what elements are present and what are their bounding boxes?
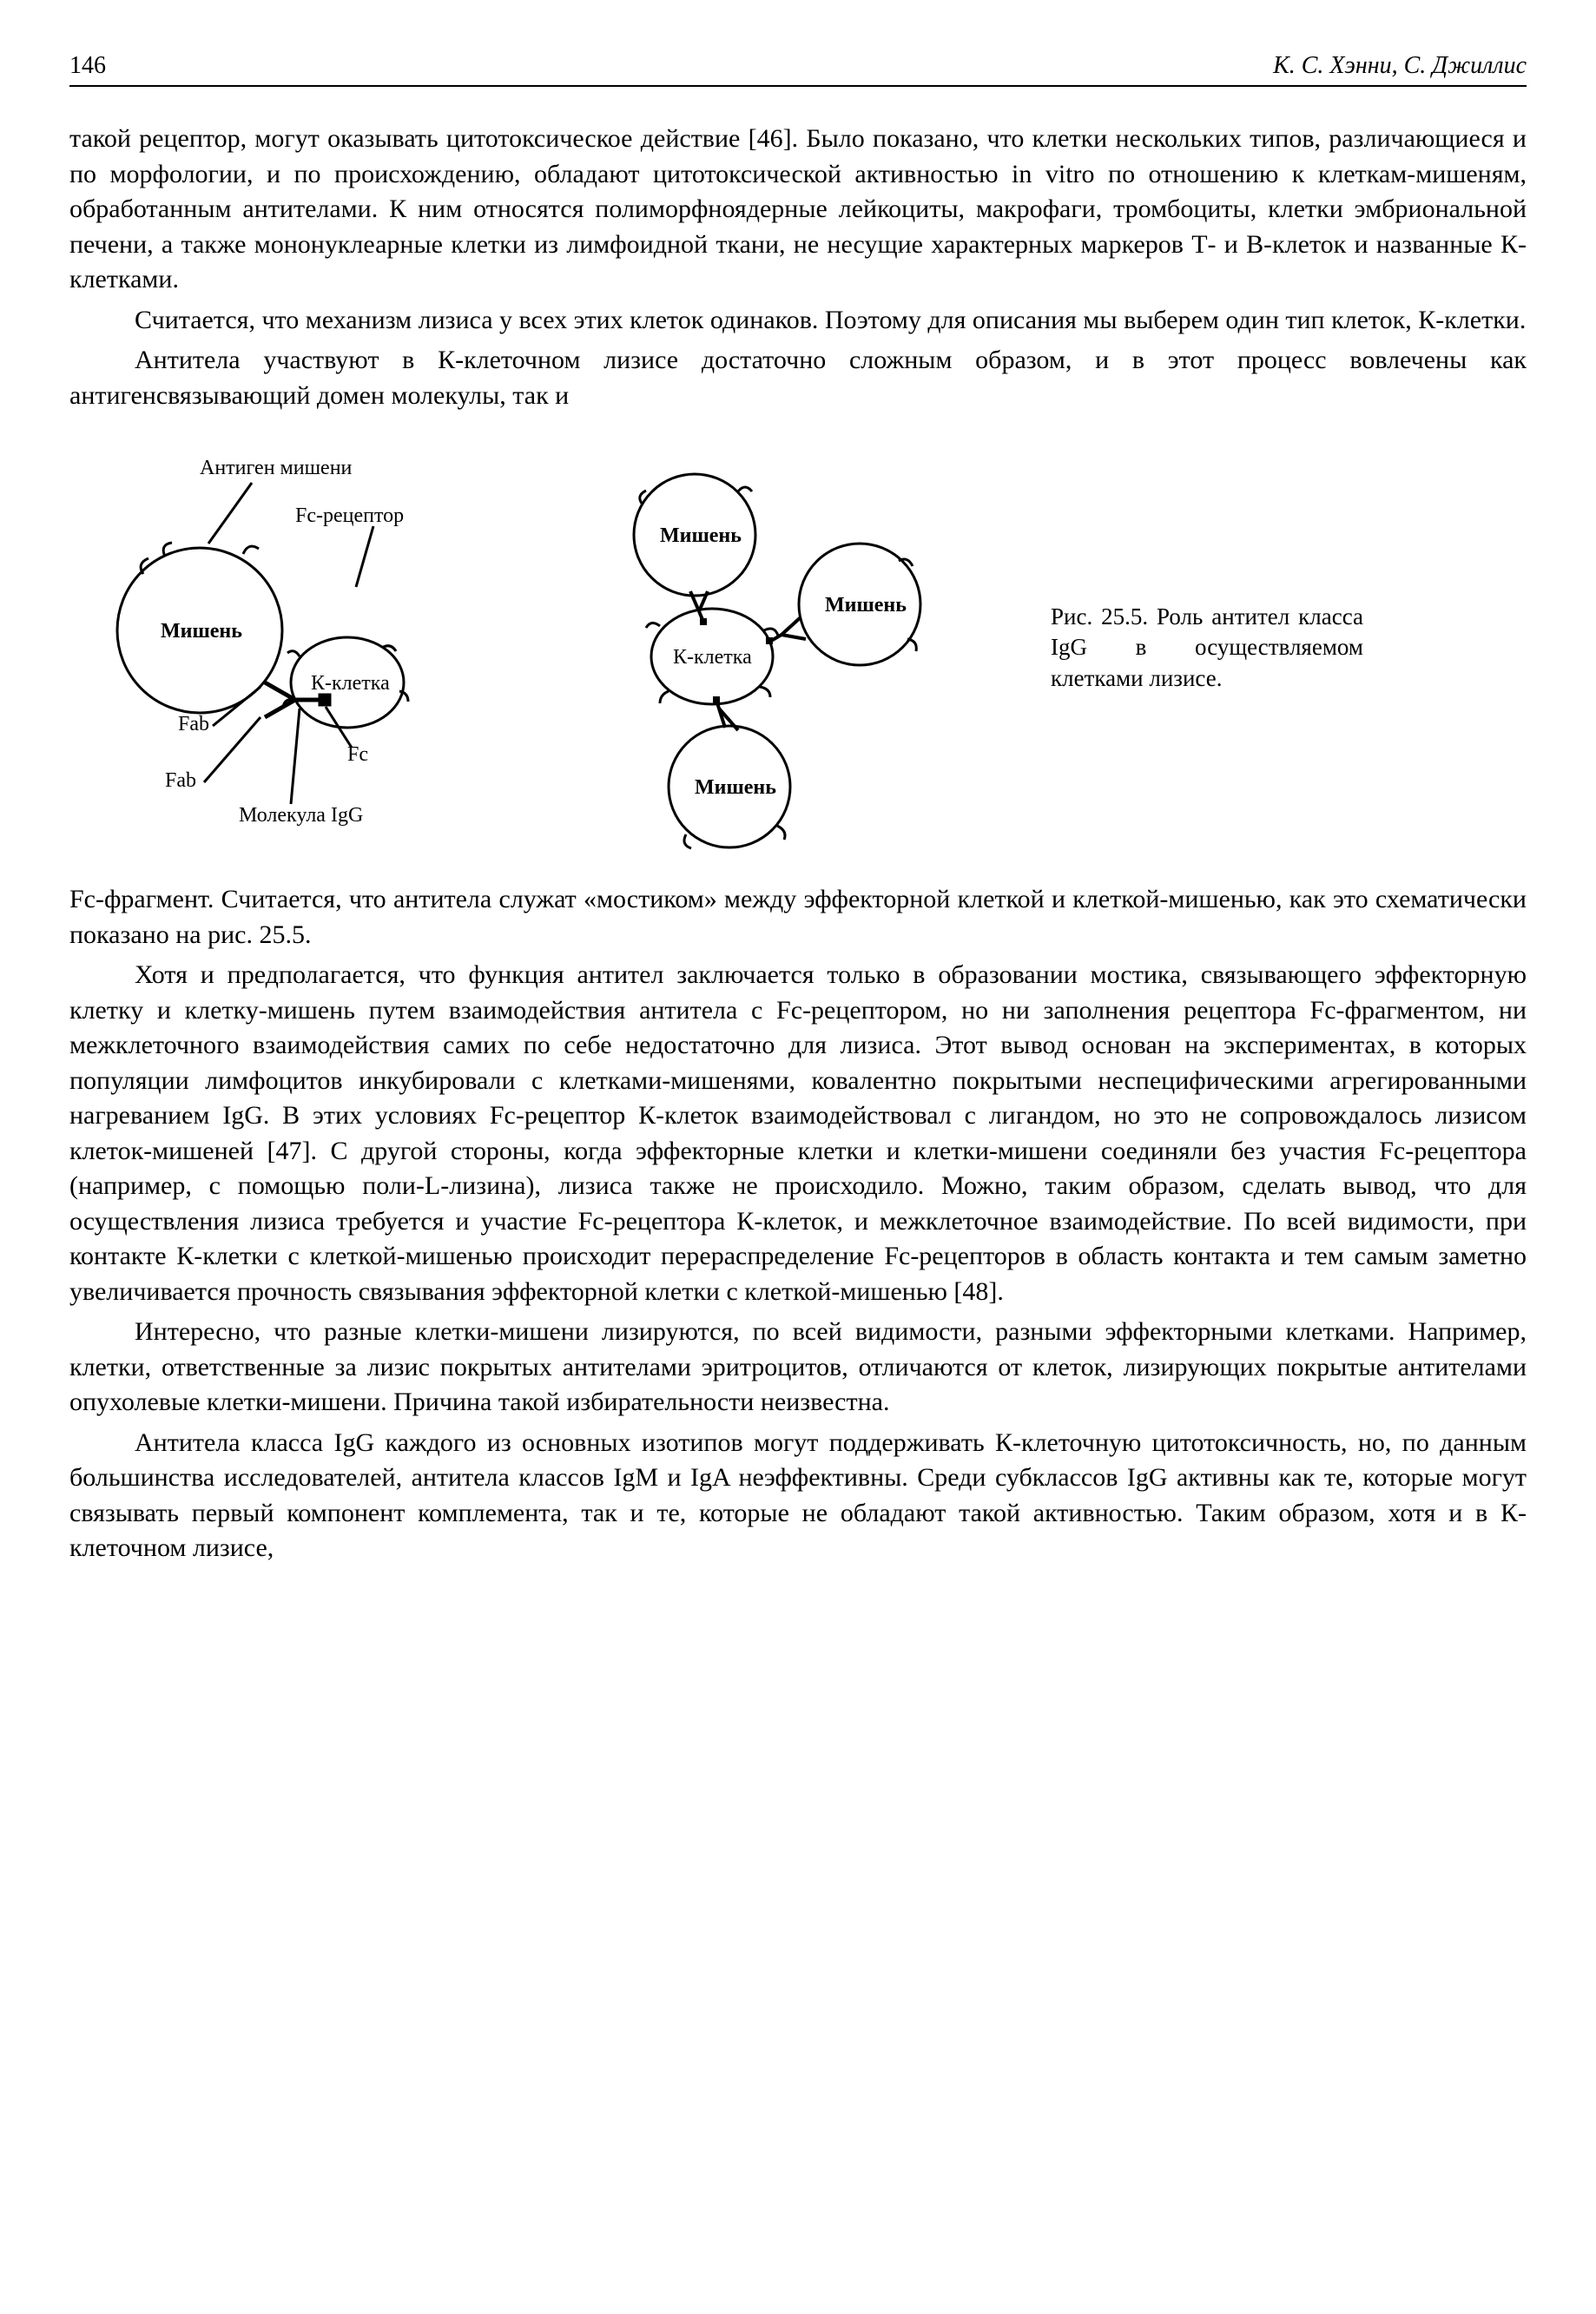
paragraph-4: Fc-фрагмент. Считается, что антитела слу…: [69, 882, 1527, 953]
label-target-top: Мишень: [660, 524, 742, 547]
paragraph-1: такой рецептор, могут оказывать цитотокс…: [69, 122, 1527, 298]
page-header: 146 К. С. Хэнни, С. Джиллис: [69, 52, 1527, 87]
page-number: 146: [69, 52, 106, 80]
paragraph-6: Интересно, что разные клетки-мишени лизи…: [69, 1315, 1527, 1421]
paragraph-2: Считается, что механизм лизиса у всех эт…: [69, 303, 1527, 339]
label-antigen: Антиген мишени: [200, 457, 353, 479]
figure-caption: Рис. 25.5. Роль антител класса IgG в осу…: [1051, 602, 1363, 693]
label-igg: Молекула IgG: [239, 804, 363, 827]
figure-diagram: Антиген мишени Fс-рецептор Мишень К-клет…: [69, 439, 1025, 856]
label-fab-1: Fab: [178, 713, 209, 735]
label-target-bottom: Мишень: [695, 776, 776, 799]
figure-25-5: Антиген мишени Fс-рецептор Мишень К-клет…: [69, 439, 1527, 856]
page-authors: К. С. Хэнни, С. Джиллис: [1273, 52, 1527, 80]
label-fab-2: Fab: [165, 769, 196, 792]
label-target-right: Мишень: [825, 594, 907, 616]
label-kcell-left: К-клетка: [311, 672, 390, 695]
paragraph-3: Антитела участвуют в К-клеточном лизисе …: [69, 343, 1527, 413]
label-target-left: Мишень: [161, 620, 242, 643]
paragraph-7: Антитела класса IgG каждого из основных …: [69, 1426, 1527, 1566]
label-fc-receptor: Fс-рецептор: [295, 504, 404, 527]
label-kcell-right: К-клетка: [673, 646, 752, 669]
paragraph-5: Хотя и предполагается, что функция антит…: [69, 958, 1527, 1309]
